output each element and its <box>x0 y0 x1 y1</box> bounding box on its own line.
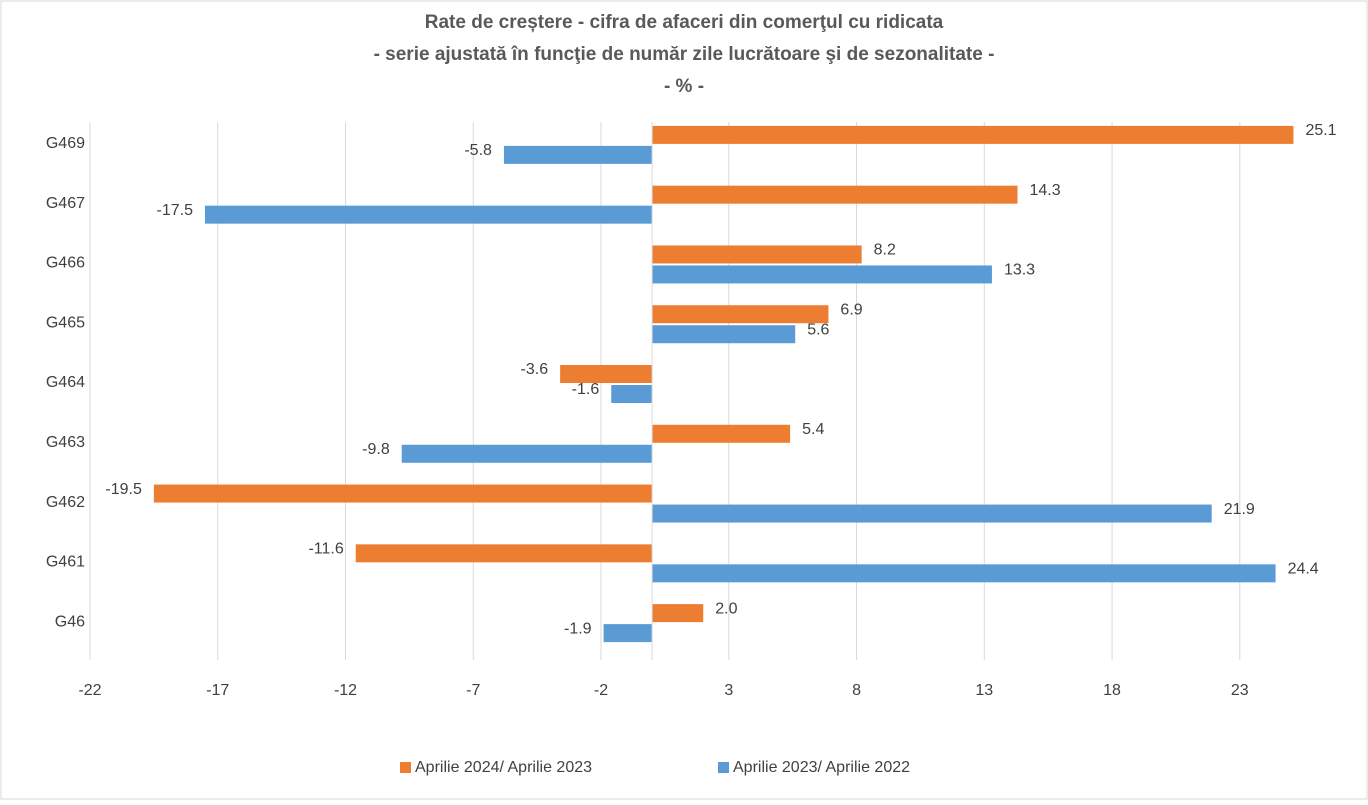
y-tick-label: G467 <box>46 195 85 212</box>
data-label: -11.6 <box>308 541 343 558</box>
data-label: 6.9 <box>840 301 862 318</box>
data-label: 2.0 <box>715 600 737 617</box>
y-tick-label: G465 <box>46 314 85 331</box>
bar <box>652 245 862 264</box>
bar <box>603 624 653 643</box>
data-label: -1.9 <box>564 620 592 637</box>
bar <box>652 325 796 344</box>
data-label: 25.1 <box>1305 122 1336 139</box>
bar <box>611 385 653 403</box>
y-tick-label: G466 <box>46 255 85 272</box>
bar <box>652 564 1276 583</box>
x-tick-label: -12 <box>334 682 357 699</box>
x-tick-label: 18 <box>1103 682 1121 699</box>
bar <box>652 305 829 324</box>
bar <box>652 504 1212 523</box>
bar <box>153 484 653 503</box>
data-label: 13.3 <box>1004 262 1035 279</box>
data-label: -9.8 <box>362 441 390 458</box>
data-label: -19.5 <box>105 481 142 498</box>
bar <box>652 604 704 623</box>
legend-swatch <box>400 762 411 773</box>
x-tick-label: 13 <box>975 682 993 699</box>
y-tick-label: G46 <box>55 613 85 630</box>
data-label: 21.9 <box>1224 501 1255 518</box>
chart-title: Rate de creștere - cifra de afaceri din … <box>425 12 944 33</box>
x-tick-label: -7 <box>466 682 480 699</box>
data-label: 5.4 <box>802 421 824 438</box>
bar <box>204 205 653 224</box>
data-label: 5.6 <box>807 321 829 338</box>
y-tick-label: G463 <box>46 434 85 451</box>
bar <box>652 265 992 284</box>
data-label: 14.3 <box>1030 182 1061 199</box>
chart-subtitle: - serie ajustată în funcţie de număr zil… <box>374 44 995 65</box>
data-label: -1.6 <box>572 381 600 398</box>
y-tick-label: G469 <box>46 135 85 152</box>
data-label: 24.4 <box>1288 561 1319 578</box>
bar <box>503 145 653 164</box>
legend-label: Aprilie 2024/ Aprilie 2023 <box>415 759 592 776</box>
bar <box>560 365 653 383</box>
data-label: 8.2 <box>874 242 896 259</box>
x-tick-label: -2 <box>594 682 608 699</box>
bar <box>652 125 1294 144</box>
x-tick-label: -22 <box>78 682 101 699</box>
bar <box>652 185 1018 204</box>
bar <box>401 444 653 463</box>
data-label: -17.5 <box>157 202 194 219</box>
bar <box>355 544 653 563</box>
y-tick-label: G461 <box>46 554 85 571</box>
x-tick-label: 23 <box>1231 682 1249 699</box>
x-tick-label: 8 <box>852 682 861 699</box>
legend-swatch <box>718 762 729 773</box>
unit-label: - % - <box>664 76 704 97</box>
x-tick-label: -17 <box>206 682 229 699</box>
y-tick-label: G462 <box>46 494 85 511</box>
data-label: -3.6 <box>521 361 549 378</box>
x-tick-label: 3 <box>724 682 733 699</box>
legend-label: Aprilie 2023/ Aprilie 2022 <box>733 759 910 776</box>
bar <box>652 424 791 443</box>
data-label: -5.8 <box>464 142 492 159</box>
y-tick-label: G464 <box>46 374 85 391</box>
